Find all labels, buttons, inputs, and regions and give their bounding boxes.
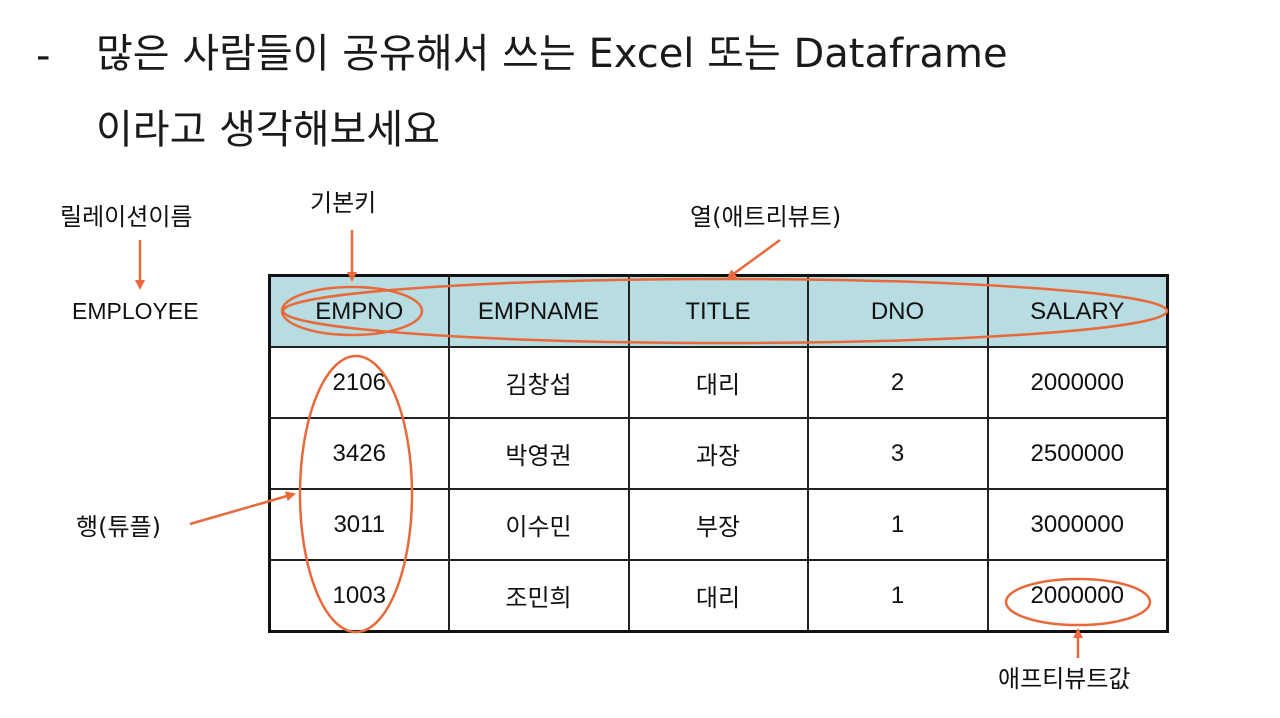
table-cell: 대리 — [627, 346, 809, 419]
table-cell: 김창섭 — [447, 346, 630, 419]
relation-name-value: EMPLOYEE — [72, 298, 199, 324]
table-cell: 1003 — [268, 559, 450, 633]
row-label: 행(튜플) — [76, 513, 161, 541]
table-cell: 3011 — [268, 488, 450, 561]
header-cell-empno: EMPNO — [268, 274, 450, 348]
column-arrow — [726, 238, 781, 280]
attribute-value-label: 애프티뷰트값 — [998, 665, 1131, 693]
table-cell: 이수민 — [447, 488, 630, 561]
heading-line-1: 많은 사람들이 공유해서 쓰는 Excel 또는 Dataframe — [96, 31, 1008, 77]
primary-key-label: 기본키 — [310, 189, 377, 217]
table-row: 2106 김창섭 대리 2 2000000 — [268, 346, 1169, 419]
header-cell-empname: EMPNAME — [447, 274, 630, 348]
table-cell: 2106 — [268, 346, 450, 419]
table-cell: 2500000 — [986, 417, 1169, 490]
column-label: 열(애트리뷰트) — [690, 203, 842, 231]
header-cell-title: TITLE — [627, 274, 809, 348]
header-cell-dno: DNO — [806, 274, 989, 348]
header-row: EMPNO EMPNAME TITLE DNO SALARY — [268, 274, 1169, 348]
table-cell: 대리 — [627, 559, 809, 633]
header-cell-salary: SALARY — [986, 274, 1169, 348]
table-cell: 1 — [806, 488, 989, 561]
bullet-dash: - — [36, 33, 51, 79]
table-cell: 1 — [806, 559, 989, 633]
table-cell: 과장 — [627, 417, 809, 490]
table-row: 1003 조민희 대리 1 2000000 — [268, 559, 1169, 633]
relation-name-label: 릴레이션이름 — [60, 203, 193, 231]
table-cell: 3 — [806, 417, 989, 490]
table-row: 3011 이수민 부장 1 3000000 — [268, 488, 1169, 561]
heading-line-2: 이라고 생각해보세요 — [96, 107, 440, 153]
table-cell: 박영권 — [447, 417, 630, 490]
table-cell: 3426 — [268, 417, 450, 490]
table-cell: 2000000 — [986, 346, 1169, 419]
table-cell: 조민희 — [447, 559, 630, 633]
table-row: 3426 박영권 과장 3 2500000 — [268, 417, 1169, 490]
table-cell: 2 — [806, 346, 989, 419]
table-cell: 부장 — [627, 488, 809, 561]
employee-table: EMPNO EMPNAME TITLE DNO SALARY 2106 김창섭 … — [268, 274, 1169, 633]
table-cell: 3000000 — [986, 488, 1169, 561]
table-cell: 2000000 — [986, 559, 1169, 633]
